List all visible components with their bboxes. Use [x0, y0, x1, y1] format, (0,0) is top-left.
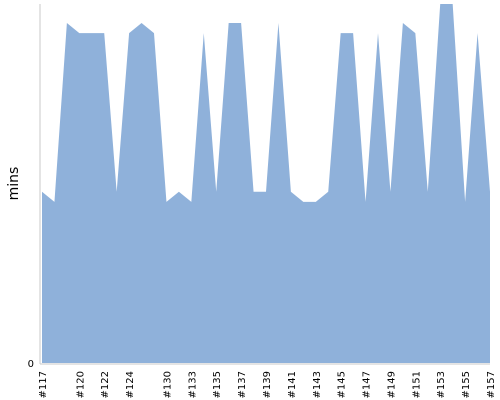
x-tick-label: #155 — [461, 371, 472, 398]
y-axis-title: mins — [6, 167, 22, 201]
x-tick-label: #157 — [486, 371, 497, 398]
x-tick-label: #135 — [212, 371, 223, 398]
area-series — [42, 4, 490, 363]
x-tick-label: #149 — [386, 371, 397, 398]
x-tick-label: #117 — [38, 371, 49, 398]
x-axis-ticks: #117 #120 #122 #124 #130 #133 #135 #137 #139 #141… — [38, 371, 497, 398]
x-tick-label: #139 — [262, 371, 273, 398]
y-tick-label: 0 — [28, 359, 34, 370]
x-tick-label: #151 — [411, 371, 422, 398]
x-tick-label: #153 — [436, 371, 447, 398]
x-tick-label: #130 — [162, 371, 173, 398]
x-tick-label: #122 — [100, 371, 111, 398]
x-tick-label: #143 — [312, 371, 323, 398]
x-tick-label: #137 — [237, 371, 248, 398]
x-tick-label: #145 — [337, 371, 348, 398]
x-tick-label: #133 — [187, 371, 198, 398]
x-tick-label: #120 — [75, 371, 86, 398]
x-tick-label: #141 — [287, 371, 298, 398]
plot-area — [42, 4, 490, 363]
x-tick-label: #147 — [362, 371, 373, 398]
y-axis-ticks: 0 — [28, 359, 34, 370]
x-tick-label: #124 — [125, 371, 136, 398]
